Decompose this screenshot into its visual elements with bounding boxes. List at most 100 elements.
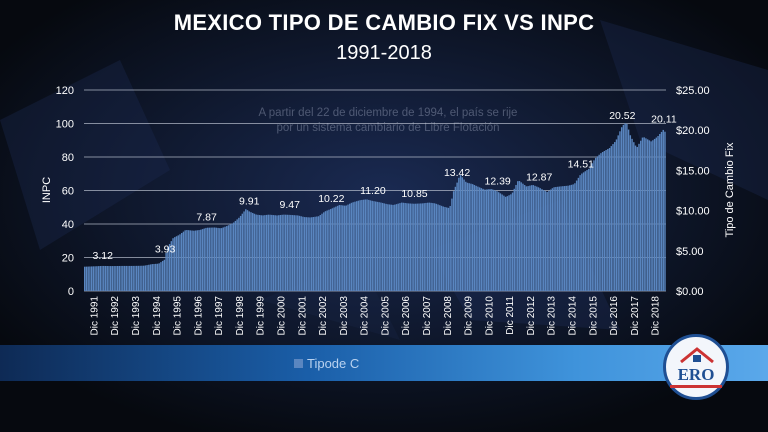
- x-tick-label: Dic 1993: [131, 296, 142, 336]
- data-bar: [362, 199, 365, 291]
- data-bar: [310, 217, 313, 291]
- data-bar: [361, 199, 363, 291]
- data-bar: [529, 185, 531, 291]
- data-bar: [219, 228, 221, 291]
- data-bar: [622, 124, 625, 291]
- data-bar: [515, 184, 517, 291]
- data-bar: [494, 190, 496, 291]
- data-bar: [317, 216, 320, 291]
- data-bar: [631, 138, 633, 291]
- x-tick-label: Dic 2011: [505, 296, 516, 335]
- data-bar: [416, 203, 418, 291]
- data-bar: [530, 185, 533, 291]
- data-bar: [556, 186, 559, 291]
- data-bar: [534, 185, 536, 291]
- data-bar: [454, 186, 457, 291]
- data-bar: [278, 215, 280, 291]
- data-bar: [508, 195, 510, 291]
- y-tick-label: 0: [68, 286, 74, 298]
- data-bar: [544, 191, 547, 291]
- data-bar: [477, 186, 479, 291]
- data-bar: [387, 204, 389, 291]
- data-bar: [432, 203, 434, 291]
- data-bar: [539, 188, 541, 291]
- x-tick-label: Dic 2002: [318, 296, 329, 336]
- chart-subtitle: 1991-2018: [336, 42, 432, 64]
- data-bar: [594, 157, 597, 291]
- data-bar: [245, 209, 247, 291]
- data-bar: [108, 266, 110, 291]
- data-bar: [314, 216, 316, 291]
- data-bar: [536, 186, 538, 291]
- data-bar: [610, 146, 612, 291]
- data-bar: [562, 186, 564, 291]
- data-bar: [626, 123, 628, 292]
- y2-tick-label: $15.00: [676, 165, 710, 177]
- data-bar: [160, 262, 162, 291]
- data-bar: [603, 151, 606, 291]
- data-bar: [400, 202, 403, 291]
- data-bar: [255, 214, 257, 291]
- data-bar: [141, 265, 143, 291]
- data-label: 12.39: [484, 175, 510, 187]
- data-bar: [420, 203, 422, 291]
- data-bar: [134, 265, 136, 291]
- data-bar: [537, 187, 540, 291]
- data-bar: [409, 203, 412, 291]
- x-tick-label: Dic 2009: [464, 296, 475, 336]
- data-bar: [326, 210, 328, 291]
- data-label: 13.42: [444, 167, 470, 179]
- data-bar: [364, 199, 367, 291]
- data-bar: [527, 186, 529, 291]
- data-bar: [579, 175, 581, 291]
- data-bar: [274, 215, 276, 291]
- data-bar: [246, 210, 249, 291]
- data-bar: [127, 265, 129, 291]
- data-bar: [316, 216, 318, 291]
- data-bar: [444, 206, 446, 291]
- data-bar: [447, 207, 450, 291]
- x-tick-label: Dic 2001: [297, 296, 308, 336]
- x-tick-label: Dic 1994: [152, 296, 163, 336]
- data-bar: [601, 152, 604, 291]
- data-bar: [551, 188, 554, 291]
- data-bar: [106, 266, 108, 291]
- data-bar: [99, 266, 102, 291]
- data-bar: [103, 265, 105, 291]
- data-bar: [575, 180, 578, 291]
- x-tick-label: Dic 1995: [173, 296, 184, 336]
- data-bar: [101, 265, 103, 291]
- data-bar: [248, 211, 250, 291]
- y-tick-label: 20: [62, 253, 74, 265]
- y2-tick-label: $0.00: [676, 286, 704, 298]
- data-bar: [177, 235, 179, 291]
- data-bar: [222, 227, 224, 291]
- data-bar: [262, 215, 264, 291]
- data-bar: [163, 259, 166, 291]
- x-tick-label: Dic 2003: [339, 296, 350, 336]
- data-bar: [517, 181, 519, 291]
- legend-swatch: [294, 359, 303, 368]
- data-bar: [279, 215, 282, 291]
- data-bar: [309, 217, 311, 291]
- data-bar: [241, 213, 244, 291]
- data-bar: [191, 230, 193, 291]
- data-bar: [352, 202, 354, 291]
- data-bar: [328, 209, 330, 291]
- data-bar: [215, 227, 218, 291]
- data-bar: [94, 266, 96, 291]
- data-bar: [614, 142, 616, 291]
- data-bar: [593, 160, 595, 291]
- data-bar: [633, 142, 635, 291]
- data-bar: [652, 140, 654, 291]
- data-bar: [549, 189, 552, 291]
- data-bar: [203, 228, 205, 291]
- data-bar: [608, 147, 611, 291]
- data-bar: [395, 204, 398, 291]
- data-bar: [243, 211, 245, 291]
- chart-title: MEXICO TIPO DE CAMBIO FIX VS INPC: [173, 10, 595, 35]
- data-bar: [435, 203, 438, 291]
- data-bar: [343, 205, 346, 291]
- data-bar: [181, 232, 183, 291]
- data-bar: [563, 186, 566, 291]
